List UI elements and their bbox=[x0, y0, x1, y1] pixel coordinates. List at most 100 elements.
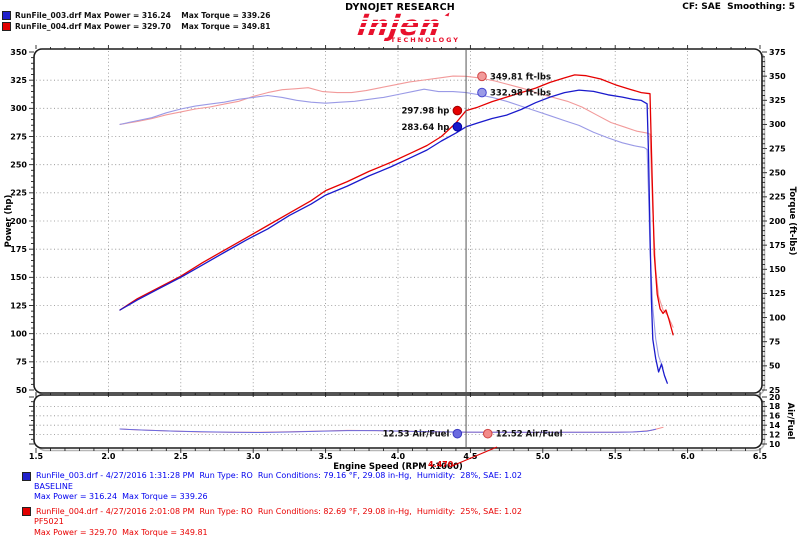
logo-stripe bbox=[360, 21, 440, 23]
power-tick-label: 50 bbox=[16, 386, 28, 395]
run003-color-swatch bbox=[2, 11, 11, 20]
injen-technology-label: TECHNOLOGY bbox=[390, 36, 460, 44]
airfuel-tick-label: 12 bbox=[769, 430, 780, 439]
torque-tick-label: 250 bbox=[769, 169, 786, 178]
annotation-dot bbox=[482, 428, 493, 439]
runs-summary: RunFile_003.drf Max Power = 316.24 Max T… bbox=[2, 11, 270, 33]
series-curves bbox=[119, 74, 674, 433]
annotation-dot bbox=[452, 428, 463, 439]
torque-tick-label: 150 bbox=[769, 265, 786, 274]
power-tick-label: 225 bbox=[10, 189, 27, 198]
annotation-label: 12.53 Air/Fuel bbox=[383, 430, 450, 440]
torque-tick-label: 25 bbox=[769, 386, 781, 395]
power-tick-label: 200 bbox=[10, 217, 27, 226]
cursor-leader-line bbox=[451, 446, 498, 467]
runfile004-label: PF5021 bbox=[34, 517, 64, 526]
rpm-tick-label: 3.5 bbox=[319, 452, 334, 461]
power-tick-label: 300 bbox=[10, 104, 27, 113]
airfuel-tick-label: 14 bbox=[769, 421, 781, 430]
rpm-tick-label: 6.0 bbox=[681, 452, 696, 461]
series-power-runfile003 bbox=[119, 89, 668, 384]
annotation-dot bbox=[477, 71, 487, 82]
airfuel-tick-label: 10 bbox=[769, 440, 781, 449]
annotation-dot bbox=[452, 105, 463, 116]
rpm-tick-label: 2.0 bbox=[101, 452, 116, 461]
power-tick-label: 150 bbox=[10, 273, 27, 282]
rpm-tick-label: 4.0 bbox=[391, 452, 406, 461]
torque-tick-label: 50 bbox=[769, 362, 781, 371]
annotation-label: 283.64 hp bbox=[401, 123, 449, 133]
power-tick-label: 250 bbox=[10, 160, 27, 169]
runfile003-max-values: Max Power = 316.24 Max Torque = 339.26 bbox=[34, 492, 208, 501]
torque-tick-label: 125 bbox=[769, 289, 786, 298]
airfuel-tick-label: 16 bbox=[769, 412, 781, 421]
power-tick-label: 75 bbox=[16, 358, 28, 367]
annotation-label: 12.52 Air/Fuel bbox=[496, 430, 563, 440]
rpm-tick-label: 5.0 bbox=[536, 452, 551, 461]
annotation-dot bbox=[452, 121, 463, 132]
torque-tick-label: 275 bbox=[769, 144, 786, 153]
legend-entry-runfile004: RunFile_004.drf - 4/27/2016 2:01:08 PM R… bbox=[22, 507, 794, 539]
dynojet-research-title: DYNOJET RESEARCH bbox=[345, 2, 455, 13]
power-tick-label: 175 bbox=[10, 245, 27, 254]
power-tick-label: 100 bbox=[10, 329, 27, 338]
power-tick-label: 125 bbox=[10, 301, 27, 310]
runfile004-max-values: Max Power = 329.70 Max Torque = 349.81 bbox=[34, 527, 208, 537]
torque-tick-label: 350 bbox=[769, 72, 786, 81]
logo-stripe bbox=[360, 27, 440, 29]
runfile004-swatch bbox=[22, 507, 31, 517]
power-tick-label: 350 bbox=[10, 48, 27, 57]
rpm-axis-title: Engine Speed (RPM x1000) bbox=[333, 462, 463, 472]
axis-tick-labels: 50 75 100 125 150 175 200 225 250 275 300 325 350 25 5… bbox=[10, 48, 786, 461]
annotation-label: 297.98 hp bbox=[401, 107, 449, 117]
run-details-legend: RunFile_003.drf - 4/27/2016 1:31:28 PM R… bbox=[22, 471, 794, 542]
correction-smoothing-label: CF: SAE Smoothing: 5 bbox=[682, 2, 795, 12]
run-summary-row-003: RunFile_003.drf Max Power = 316.24 Max T… bbox=[2, 11, 270, 20]
runfile003-swatch bbox=[22, 471, 31, 481]
runfile004-details: RunFile_004.drf - 4/27/2016 2:01:08 PM R… bbox=[36, 506, 522, 516]
series-airfuel-runfile003 bbox=[119, 428, 657, 433]
annotation-label: 349.81 ft-lbs bbox=[490, 72, 551, 82]
torque-tick-label: 175 bbox=[769, 241, 786, 250]
run004-summary-text: RunFile_004.drf Max Power = 329.70 Max T… bbox=[15, 22, 271, 31]
rpm-tick-label: 3.0 bbox=[246, 452, 261, 461]
series-torque-runfile003 bbox=[119, 88, 664, 369]
torque-tick-label: 75 bbox=[769, 338, 781, 347]
cursor-rpm-readout: 4.470 bbox=[428, 460, 454, 469]
series-torque-runfile004 bbox=[119, 75, 674, 328]
torque-tick-label: 225 bbox=[769, 193, 786, 202]
runfile003-label: BASELINE bbox=[34, 481, 73, 491]
gridlines bbox=[36, 51, 760, 436]
run003-summary-text: RunFile_003.drf Max Power = 316.24 Max T… bbox=[15, 11, 271, 20]
annotations: 349.81 ft-lbs 332.98 ft-lbs 297.98 hp 283.6… bbox=[383, 71, 563, 440]
torque-tick-label: 100 bbox=[769, 313, 786, 322]
axis-ticks bbox=[29, 45, 767, 453]
rpm-tick-label: 1.5 bbox=[29, 452, 44, 461]
airfuel-plot-bg bbox=[34, 395, 762, 448]
rpm-tick-label: 6.5 bbox=[753, 452, 768, 461]
torque-tick-label: 200 bbox=[769, 217, 786, 226]
airfuel-tick-label: 18 bbox=[769, 402, 781, 411]
annotation-label: 332.98 ft-lbs bbox=[490, 89, 551, 99]
injen-logo: injen bbox=[356, 9, 449, 42]
power-tick-label: 325 bbox=[10, 76, 27, 85]
power-tick-label: 275 bbox=[10, 132, 27, 141]
torque-tick-label: 375 bbox=[769, 48, 786, 57]
brand-block: DYNOJET RESEARCH injen TECHNOLOGY bbox=[338, 2, 462, 44]
rpm-tick-label: 4.5 bbox=[463, 452, 478, 461]
rpm-tick-label: 2.5 bbox=[174, 452, 189, 461]
airfuel-axis-title: Air/Fuel bbox=[785, 403, 795, 440]
torque-tick-label: 300 bbox=[769, 120, 786, 129]
airfuel-tick-label: 20 bbox=[769, 393, 781, 402]
annotation-dot bbox=[477, 87, 487, 98]
torque-tick-label: 325 bbox=[769, 96, 786, 105]
legend-entry-runfile003: RunFile_003.drf - 4/27/2016 1:31:28 PM R… bbox=[22, 471, 794, 503]
run004-color-swatch bbox=[2, 22, 11, 31]
rpm-tick-label: 5.5 bbox=[608, 452, 623, 461]
torque-axis-title: Torque (ft-lbs) bbox=[787, 187, 797, 256]
runfile003-details: RunFile_003.drf - 4/27/2016 1:31:28 PM R… bbox=[36, 471, 522, 480]
series-power-runfile004 bbox=[119, 74, 674, 336]
power-axis-title: Power (hp) bbox=[4, 195, 14, 248]
run-summary-row-004: RunFile_004.drf Max Power = 329.70 Max T… bbox=[2, 22, 270, 31]
